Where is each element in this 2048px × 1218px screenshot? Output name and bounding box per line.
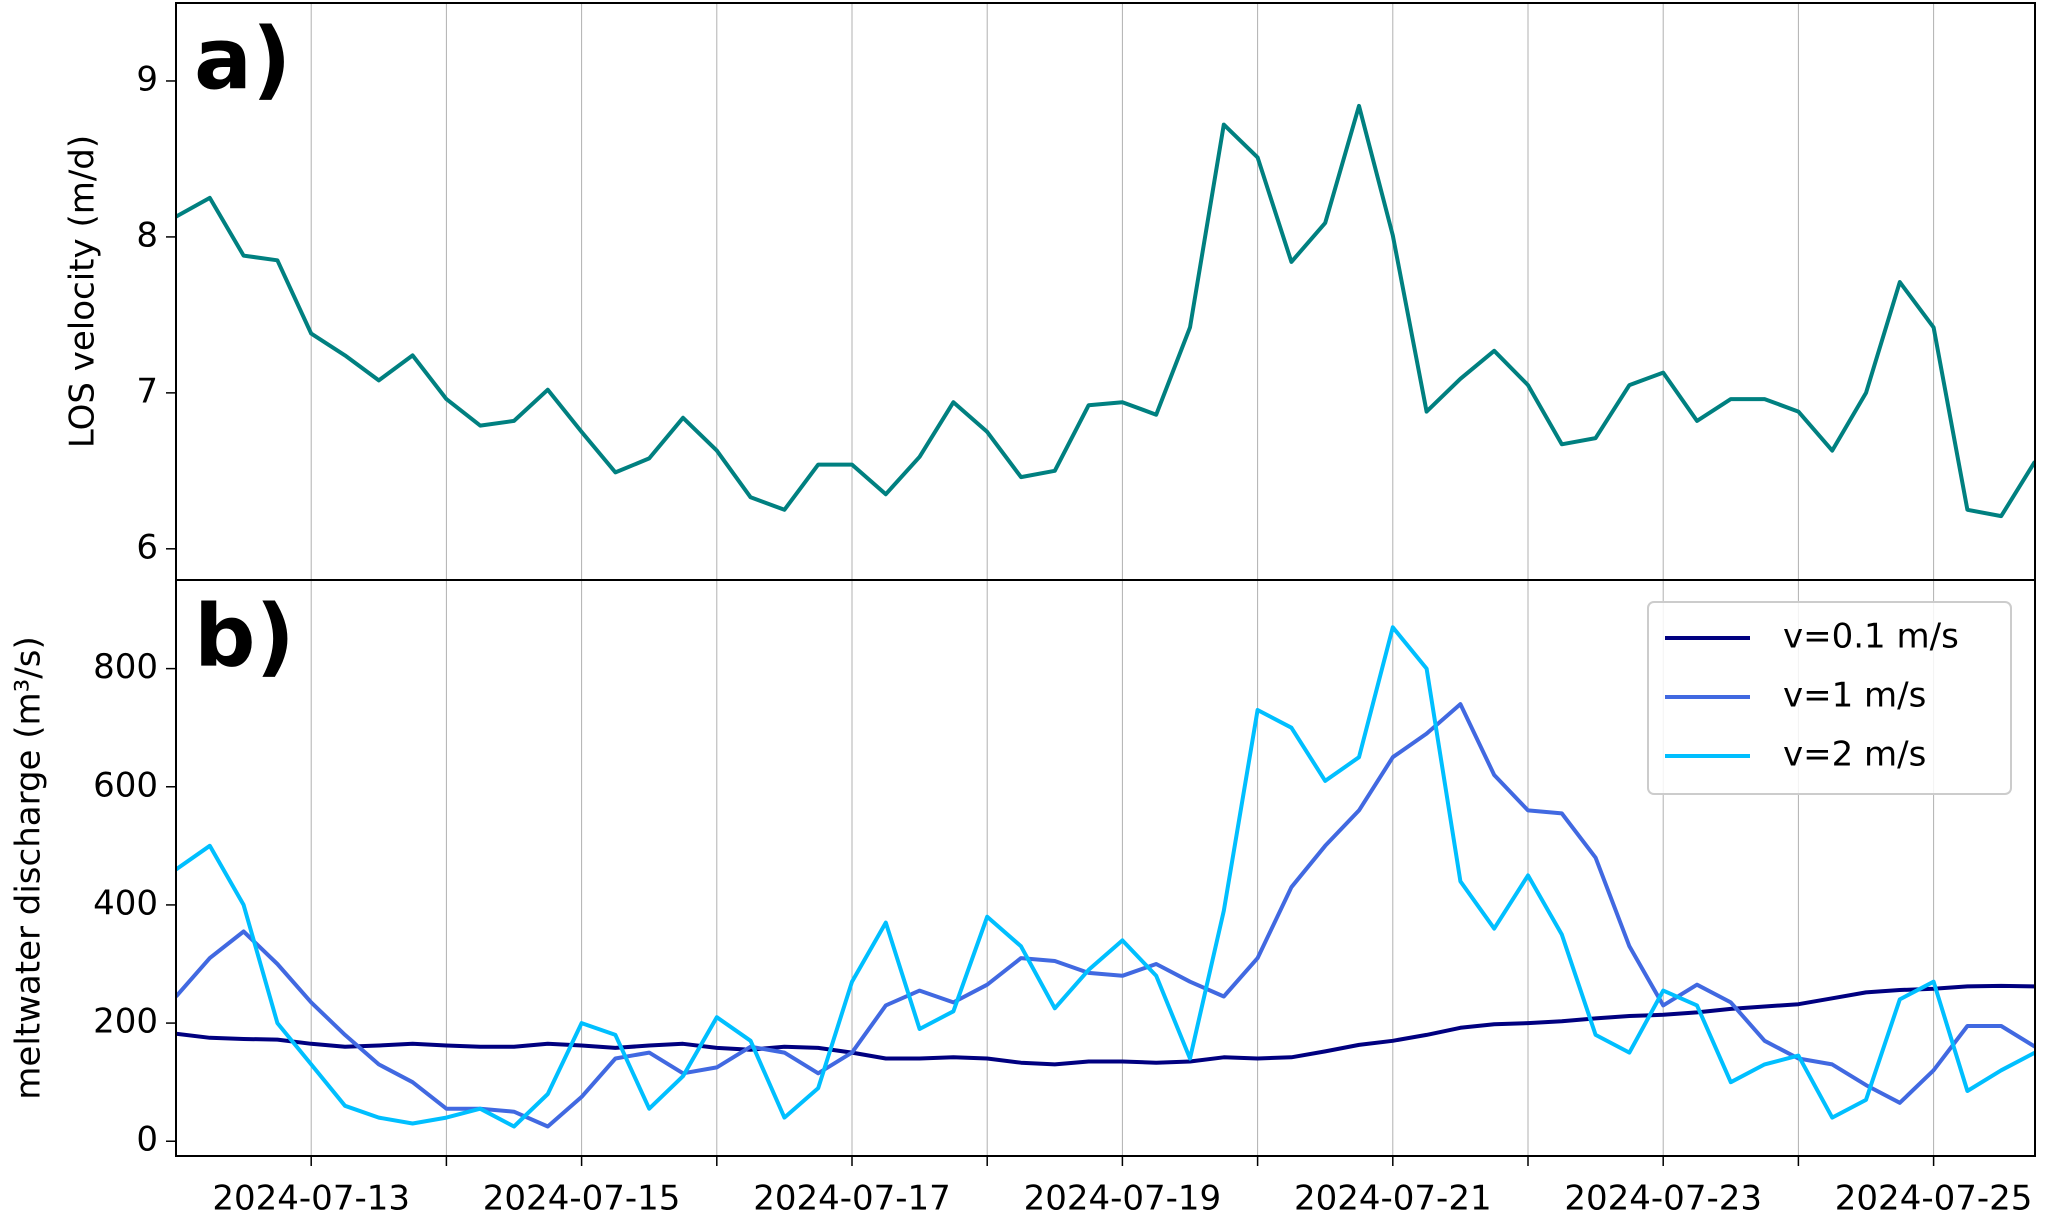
y-tick-label: 200	[93, 1002, 158, 1042]
x-tick-label: 2024-07-19	[1024, 1179, 1222, 1218]
y-tick-label: 6	[136, 527, 158, 567]
y-tick-label: 8	[136, 215, 158, 255]
panel-label: a)	[194, 9, 291, 109]
y-tick-label: 9	[136, 59, 158, 99]
legend-label: v=2 m/s	[1783, 735, 1926, 775]
x-tick-label: 2024-07-13	[212, 1179, 410, 1218]
y-tick-label: 400	[93, 883, 158, 923]
plot-area	[176, 103, 2035, 519]
x-tick-label: 2024-07-21	[1294, 1179, 1492, 1218]
x-tick-label: 2024-07-25	[1835, 1179, 2033, 1218]
x-tick-label: 2024-07-17	[753, 1179, 951, 1218]
y-axis-label: meltwater discharge (m³/s)	[9, 636, 49, 1099]
legend-label: v=1 m/s	[1783, 676, 1926, 716]
legend-box	[1647, 601, 2012, 795]
axes-frame	[175, 579, 2036, 1157]
y-tick-label: 7	[136, 371, 158, 411]
data-line	[176, 103, 2035, 519]
y-tick-label: 0	[136, 1120, 158, 1160]
data-line	[176, 702, 2035, 1129]
y-tick-label: 800	[93, 647, 158, 687]
data-line	[176, 625, 2035, 1129]
legend-label: v=0.1 m/s	[1783, 617, 1959, 657]
x-tick-label: 2024-07-15	[483, 1179, 681, 1218]
panel-label: b)	[194, 586, 295, 686]
y-tick-label: 600	[93, 765, 158, 805]
y-axis-label: LOS velocity (m/d)	[63, 135, 103, 448]
data-line	[176, 983, 2035, 1067]
axes-frame	[175, 2, 2036, 581]
plot-area	[176, 625, 2035, 1129]
x-tick-label: 2024-07-23	[1564, 1179, 1762, 1218]
